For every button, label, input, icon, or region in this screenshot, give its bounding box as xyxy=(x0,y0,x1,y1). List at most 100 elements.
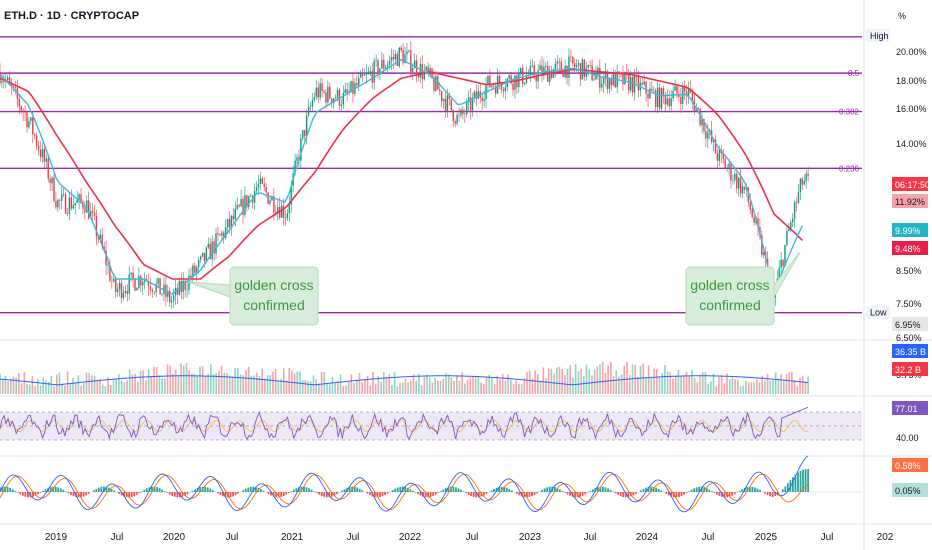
candle xyxy=(84,201,86,220)
candle xyxy=(510,71,512,86)
volume-bar xyxy=(318,383,320,394)
macd-histogram-bar xyxy=(690,489,693,492)
macd-histogram-bar xyxy=(693,488,696,492)
macd-histogram-bar xyxy=(596,487,599,492)
annotation-1[interactable]: golden cross confirmed xyxy=(685,251,801,326)
macd-histogram-bar xyxy=(759,490,761,492)
macd-histogram-bar xyxy=(32,492,34,497)
macd-histogram-bar xyxy=(754,487,756,492)
volume-bar xyxy=(180,363,182,394)
candle xyxy=(791,213,794,228)
candle xyxy=(421,55,424,89)
time-axis[interactable]: 2019 Jul 2020 Jul 2021 Jul 2022 Jul 2023 Jul 2024 J… xyxy=(45,532,894,543)
macd-histogram-bar xyxy=(229,492,232,498)
svg-text:32.2 B: 32.2 B xyxy=(895,365,921,375)
macd-histogram-bar xyxy=(748,486,751,492)
macd-histogram-bar xyxy=(710,491,713,492)
macd-histogram-bar xyxy=(766,492,769,496)
svg-text:High: High xyxy=(870,31,889,41)
volume-bar xyxy=(280,378,282,394)
candle xyxy=(433,69,435,95)
macd-panel xyxy=(0,455,862,513)
volume-bar xyxy=(10,378,12,394)
volume-bar xyxy=(128,369,131,394)
volume-bar xyxy=(261,368,263,394)
annotation-0[interactable]: golden cross confirmed xyxy=(187,266,319,326)
volume-bar xyxy=(499,379,501,394)
macd-histogram-bar xyxy=(667,492,670,496)
candle xyxy=(140,274,142,292)
volume-bar xyxy=(780,374,782,394)
volume-bar xyxy=(653,368,655,394)
candle xyxy=(304,129,306,142)
volume-bar xyxy=(585,364,588,394)
candle xyxy=(194,262,196,275)
x-tick-label-8: 2023 xyxy=(519,532,542,543)
candle xyxy=(383,53,385,73)
macd-histogram-bar xyxy=(698,486,701,492)
candle xyxy=(660,87,663,111)
price-badge-1: 11.92% xyxy=(892,194,928,208)
macd-histogram-bar xyxy=(130,492,133,497)
candle xyxy=(591,59,593,82)
macd-histogram-bar xyxy=(716,492,718,495)
macd-histogram-bar xyxy=(602,486,604,492)
candle xyxy=(419,57,422,84)
volume-bar xyxy=(450,377,453,394)
candle xyxy=(134,277,136,292)
volume-bar xyxy=(739,386,742,394)
volume-bar xyxy=(182,365,185,394)
macd-histogram-bar xyxy=(713,492,716,493)
candle xyxy=(51,176,53,192)
candle xyxy=(680,87,682,113)
candle xyxy=(373,57,375,90)
macd-histogram-bar xyxy=(77,492,80,498)
volume-bar xyxy=(512,384,515,394)
volume-bar xyxy=(45,380,47,394)
volume-bar xyxy=(426,374,428,394)
volume-bar xyxy=(593,369,596,394)
macd-histogram-bar xyxy=(194,489,196,492)
macd-histogram-bar xyxy=(176,492,179,498)
macd-histogram-bar xyxy=(467,492,470,495)
x-tick-label-6: 2022 xyxy=(399,532,422,543)
candle xyxy=(55,191,57,210)
macd-histogram-bar xyxy=(804,469,807,492)
macd-histogram-bar xyxy=(503,486,506,492)
y-tick-label-0: 20.00% xyxy=(896,47,927,57)
svg-text:Low: Low xyxy=(870,308,887,318)
macd-histogram-bar xyxy=(348,486,351,492)
volume-bar xyxy=(337,381,339,394)
volume-bar xyxy=(666,371,669,394)
volume-bar xyxy=(320,372,323,394)
x-tick-label-10: 2024 xyxy=(636,532,659,543)
candle xyxy=(64,191,67,215)
macd-histogram-bar xyxy=(62,489,65,492)
candle xyxy=(105,240,107,276)
macd-histogram-bar xyxy=(685,492,688,494)
volume-bar xyxy=(783,379,785,394)
volume-badge-1: 32.2 B xyxy=(892,362,928,376)
macd-histogram-bar xyxy=(199,487,202,492)
macd-histogram-bar xyxy=(655,487,658,492)
candle xyxy=(37,140,40,156)
macd-histogram-bar xyxy=(303,486,305,492)
fib-ratio-label-3: 0.236 xyxy=(839,164,860,173)
volume-bar xyxy=(755,379,758,394)
macd-histogram-bar xyxy=(209,488,212,492)
candle xyxy=(736,170,738,194)
macd-histogram-bar xyxy=(110,488,113,492)
volume-bar xyxy=(807,376,809,394)
volume-bar xyxy=(50,375,53,394)
macd-histogram-bar xyxy=(330,492,333,497)
macd-histogram-bar xyxy=(457,488,460,492)
candle xyxy=(238,203,240,208)
macd-histogram-bar xyxy=(556,488,559,492)
candle xyxy=(558,57,561,71)
volume-bar xyxy=(253,375,255,394)
price-badge-3: 9.48% xyxy=(892,241,928,255)
macd-signal-line xyxy=(0,473,809,511)
candle xyxy=(396,51,399,67)
volume-bar xyxy=(396,386,399,394)
